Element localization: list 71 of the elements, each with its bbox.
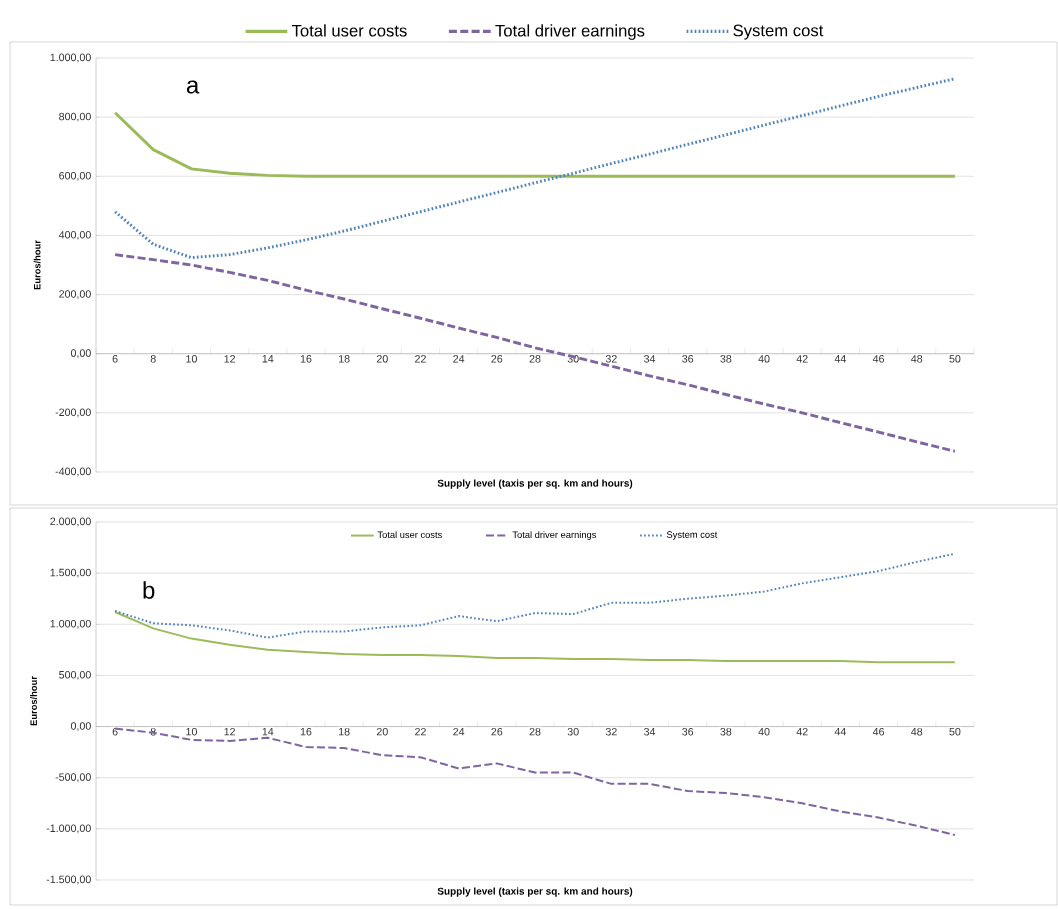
x-tick-label: 32	[605, 727, 617, 736]
x-tick-label: 48	[911, 727, 923, 736]
x-tick-label: 34	[643, 355, 656, 363]
x-tick-label: 10	[186, 727, 197, 736]
y-tick-label: 600,00	[59, 171, 91, 181]
y-tick-label: -1.000,00	[46, 824, 91, 834]
x-tick-label: 28	[529, 355, 541, 363]
x-tick-label: 28	[529, 727, 541, 736]
legend-label: System cost	[666, 531, 718, 540]
legend-label: System cost	[733, 24, 824, 40]
x-tick-label: 24	[453, 355, 465, 363]
x-tick-label: 12	[224, 727, 235, 736]
x-tick-label: 46	[872, 727, 885, 736]
legend-label: Total user costs	[377, 531, 442, 539]
x-tick-label: 18	[339, 727, 350, 736]
y-tick-label: -500,00	[55, 773, 91, 783]
legend-label: Total driver earnings	[495, 24, 645, 40]
y-tick-label: 1.000,00	[50, 619, 91, 629]
x-tick-label: 48	[911, 355, 923, 363]
x-tick-label: 46	[872, 355, 885, 363]
y-tick-label: 0,00	[70, 349, 91, 359]
x-tick-label: 14	[262, 355, 274, 363]
legend-label: Total user costs	[291, 24, 407, 37]
x-tick-label: 14	[262, 727, 274, 736]
x-tick-label: 36	[682, 355, 694, 363]
x-tick-label: 20	[376, 727, 388, 736]
y-tick-label: 2.000,00	[50, 517, 91, 527]
y-tick-label: 400,00	[58, 231, 91, 240]
x-tick-label: 50	[949, 727, 961, 736]
x-tick-label: 44	[834, 727, 847, 736]
x-tick-label: 18	[339, 355, 350, 363]
y-tick-label: -200,00	[55, 408, 91, 418]
x-tick-label: 16	[300, 727, 312, 736]
x-tick-label: 42	[796, 355, 808, 363]
x-tick-label: 26	[491, 355, 503, 363]
x-tick-label: 16	[300, 355, 312, 363]
x-tick-label: 38	[720, 355, 732, 363]
x-tick-label: 24	[453, 727, 465, 736]
y-tick-label: -1.500,00	[46, 875, 91, 885]
x-tick-label: 34	[643, 727, 656, 736]
x-tick-label: 36	[682, 727, 694, 736]
x-tick-label: 8	[150, 355, 156, 363]
x-tick-label: 32	[605, 355, 617, 363]
x-tick-label: 26	[491, 727, 503, 736]
x-tick-label: 6	[112, 355, 118, 363]
x-tick-label: 22	[415, 355, 426, 363]
y-tick-label: 500,00	[59, 671, 91, 680]
x-tick-label: 40	[758, 727, 770, 736]
x-tick-label: 40	[758, 355, 770, 363]
x-tick-label: 42	[796, 727, 808, 736]
y-tick-label: 0,00	[70, 722, 91, 731]
legend-label: Total driver earnings	[512, 531, 597, 540]
x-tick-label: 44	[834, 355, 847, 363]
y-tick-label: 1.000,00	[50, 53, 91, 63]
y-tick-label: 800,00	[59, 112, 91, 122]
x-tick-label: 50	[949, 355, 961, 363]
x-axis-title: Supply level (taxis per sq. km and hours)	[437, 887, 633, 897]
x-tick-label: 30	[567, 727, 579, 736]
x-tick-label: 10	[186, 355, 197, 363]
y-axis-title: Euros/hour	[30, 676, 38, 726]
y-axis-title: Euros/hour	[33, 240, 41, 290]
y-tick-label: 1.500,00	[50, 568, 91, 578]
x-tick-label: 20	[376, 355, 388, 363]
annotation: b	[143, 581, 155, 599]
x-axis-title: Supply level (taxis per sq. km and hours)	[437, 479, 633, 489]
annotation: a	[186, 80, 200, 94]
y-tick-label: 200,00	[59, 290, 91, 299]
y-tick-label: -400,00	[55, 467, 91, 477]
x-tick-label: 38	[720, 727, 732, 736]
x-tick-label: 22	[415, 727, 426, 736]
x-tick-label: 12	[224, 355, 236, 363]
